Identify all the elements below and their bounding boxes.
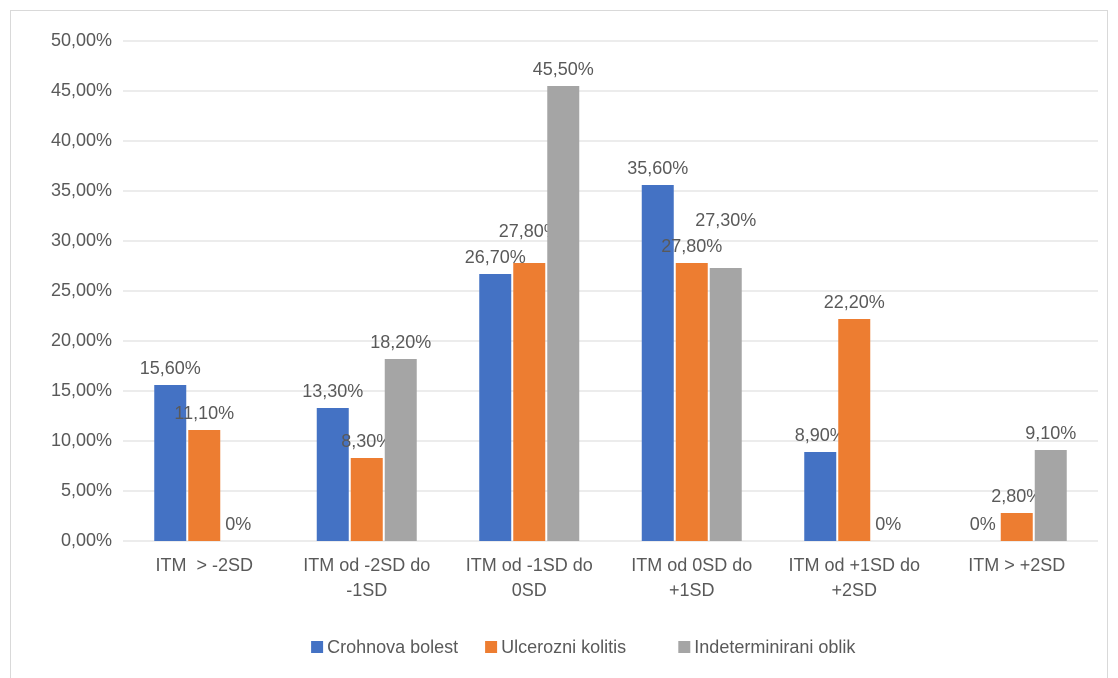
x-tick-label: ITM od -2SD do -1SD bbox=[303, 555, 436, 600]
legend-label: Ulcerozni kolitis bbox=[501, 637, 626, 657]
bar bbox=[384, 359, 417, 541]
bar bbox=[479, 274, 512, 541]
data-label: 8,90% bbox=[795, 425, 846, 445]
bar bbox=[709, 268, 742, 541]
bar bbox=[838, 319, 871, 541]
bar bbox=[1000, 513, 1033, 541]
data-label: 22,20% bbox=[824, 292, 885, 312]
y-tick-label: 0,00% bbox=[61, 530, 112, 550]
data-label: 35,60% bbox=[627, 158, 688, 178]
data-label: 26,70% bbox=[465, 247, 526, 267]
bar bbox=[316, 408, 349, 541]
x-tick-label: ITM od -1SD do 0SD bbox=[465, 555, 598, 600]
x-tick-label: ITM od 0SD do +1SD bbox=[631, 555, 758, 600]
bar bbox=[641, 185, 674, 541]
bar bbox=[675, 263, 708, 541]
y-tick-label: 30,00% bbox=[51, 230, 112, 250]
data-label: 0% bbox=[875, 514, 901, 534]
data-label: 9,10% bbox=[1025, 423, 1076, 443]
data-label: 15,60% bbox=[140, 358, 201, 378]
y-tick-label: 10,00% bbox=[51, 430, 112, 450]
x-tick-label: ITM od +1SD do +2SD bbox=[788, 555, 926, 600]
bar bbox=[154, 385, 187, 541]
legend-label: Crohnova bolest bbox=[327, 637, 458, 657]
bar bbox=[350, 458, 383, 541]
data-label: 27,80% bbox=[661, 236, 722, 256]
data-label: 27,30% bbox=[695, 210, 756, 230]
y-tick-label: 50,00% bbox=[51, 30, 112, 50]
y-tick-label: 25,00% bbox=[51, 280, 112, 300]
data-label: 0% bbox=[225, 514, 251, 534]
data-label: 13,30% bbox=[302, 381, 363, 401]
legend-swatch bbox=[485, 641, 498, 653]
y-tick-label: 35,00% bbox=[51, 180, 112, 200]
legend-swatch bbox=[678, 641, 691, 653]
data-label: 27,80% bbox=[499, 221, 560, 241]
chart-border bbox=[10, 10, 1108, 678]
y-tick-label: 5,00% bbox=[61, 480, 112, 500]
x-tick-label: ITM > +2SD bbox=[968, 555, 1066, 575]
y-tick-label: 20,00% bbox=[51, 330, 112, 350]
data-label: 18,20% bbox=[370, 332, 431, 352]
bar bbox=[804, 452, 837, 541]
data-label: 11,10% bbox=[174, 403, 234, 423]
legend-label: Indeterminirani oblik bbox=[694, 637, 856, 657]
bar bbox=[513, 263, 546, 541]
y-tick-label: 15,00% bbox=[51, 380, 112, 400]
x-tick-label: ITM > -2SD bbox=[155, 555, 253, 575]
bar bbox=[547, 86, 580, 541]
data-label: 2,80% bbox=[991, 486, 1042, 506]
data-label: 45,50% bbox=[533, 59, 594, 79]
y-tick-label: 45,00% bbox=[51, 80, 112, 100]
legend-swatch bbox=[311, 641, 324, 653]
data-label: 0% bbox=[970, 514, 996, 534]
bar bbox=[188, 430, 221, 541]
data-label: 8,30% bbox=[341, 431, 392, 451]
bar bbox=[1034, 450, 1067, 541]
y-tick-label: 40,00% bbox=[51, 130, 112, 150]
